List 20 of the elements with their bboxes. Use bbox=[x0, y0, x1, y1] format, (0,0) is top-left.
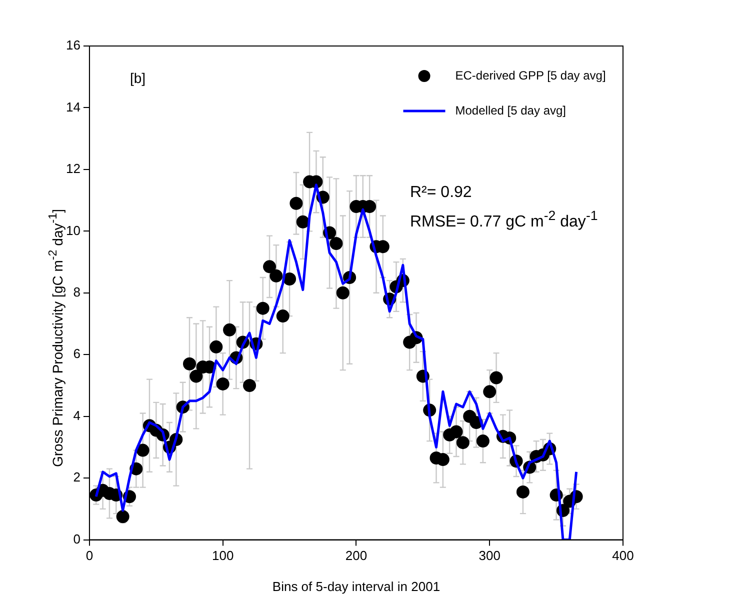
legend-label: EC-derived GPP [5 day avg] bbox=[455, 68, 606, 82]
y-tick-label: 2 bbox=[73, 470, 80, 485]
y-tick-label: 6 bbox=[73, 346, 80, 362]
annotation: [b] bbox=[130, 70, 146, 86]
y-tick-label: 4 bbox=[73, 408, 80, 423]
x-tick-label: 300 bbox=[478, 548, 500, 564]
y-tick-label: 0 bbox=[73, 531, 80, 546]
y-tick-label: 14 bbox=[66, 99, 80, 114]
x-axis-title: Bins of 5-day interval in 2001 bbox=[272, 578, 440, 594]
y-tick-label: 16 bbox=[66, 38, 80, 53]
y-tick-label: 8 bbox=[73, 284, 80, 300]
annotation: RMSE= 0.77 gC m$^{-2}$ day$^{-1}$ bbox=[410, 208, 598, 232]
x-tick-label: 100 bbox=[212, 548, 234, 564]
x-tick-label: 400 bbox=[612, 548, 634, 564]
annotation: R²= 0.92 bbox=[410, 184, 472, 202]
legend-label: Modelled [5 day avg] bbox=[455, 103, 566, 118]
x-tick-label: 0 bbox=[86, 548, 94, 564]
y-tick-label: 10 bbox=[66, 222, 80, 238]
y-tick-label: 12 bbox=[66, 161, 80, 176]
x-tick-label: 200 bbox=[345, 548, 368, 564]
